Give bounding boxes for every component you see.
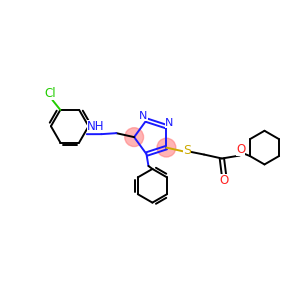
Text: O: O — [236, 143, 245, 156]
Text: O: O — [219, 174, 229, 187]
Text: N: N — [165, 118, 174, 128]
Circle shape — [157, 138, 176, 157]
Text: N: N — [139, 111, 148, 121]
Circle shape — [125, 128, 144, 146]
Text: NH: NH — [87, 120, 104, 133]
Text: Cl: Cl — [45, 87, 56, 100]
Text: S: S — [183, 144, 191, 157]
